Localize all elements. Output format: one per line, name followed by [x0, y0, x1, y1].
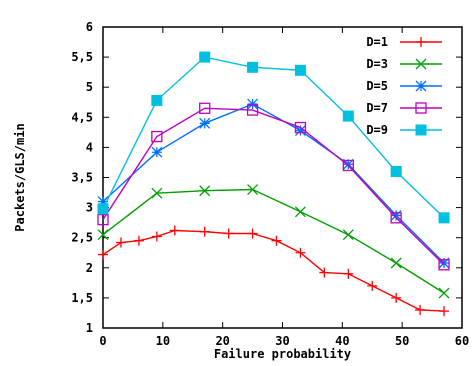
x-tick-label: 30: [275, 334, 289, 348]
data-point: [343, 268, 354, 279]
data-point: [97, 213, 109, 226]
x-tick-label: 60: [455, 334, 469, 348]
y-axis-label: Packets/GLS/min: [13, 123, 27, 231]
data-point: [342, 110, 354, 122]
data-point: [247, 98, 259, 110]
series-layer: [97, 51, 450, 317]
series-d-7: [97, 102, 450, 271]
data-point: [271, 235, 282, 246]
y-tick-label: 4,5: [71, 110, 93, 124]
data-point: [415, 124, 427, 136]
data-point: [223, 228, 234, 239]
data-point: [199, 102, 211, 114]
data-point: [97, 229, 109, 241]
series-line: [102, 103, 445, 264]
data-point: [438, 259, 450, 271]
data-point: [415, 304, 426, 315]
y-tick-label: 6: [86, 20, 93, 34]
y-tick-label: 1: [86, 321, 93, 335]
legend-label: D=3: [366, 57, 388, 71]
data-point: [390, 257, 402, 269]
ticks-layer: 0 10 20 30 40 50 60 1 1,5 2 2,5 3 3,5 4 4,5 5 5,5 6: [71, 20, 469, 348]
data-point: [247, 184, 259, 195]
data-point: [438, 212, 450, 224]
data-point: [199, 226, 210, 237]
data-point: [97, 196, 109, 208]
y-tick-label: 5,5: [71, 50, 93, 64]
plot-frame: [102, 26, 463, 329]
y-tick-label: 2,5: [71, 231, 93, 245]
data-point: [415, 80, 427, 92]
data-point: [342, 159, 354, 172]
series-line: [102, 107, 445, 266]
x-tick-label: 40: [335, 334, 349, 348]
data-point: [169, 225, 180, 236]
data-point: [294, 121, 307, 134]
data-point: [294, 206, 306, 218]
x-axis-label: Failure probability: [214, 347, 351, 361]
data-point: [151, 94, 163, 106]
y-tick-label: 3,5: [71, 171, 93, 185]
legend: D=1 D=3 D=5 D=7 D=9: [366, 35, 442, 137]
data-point: [294, 125, 306, 137]
data-point: [439, 306, 450, 317]
series-d-1: [98, 225, 450, 317]
data-point: [247, 228, 258, 239]
series-d-9: [97, 51, 450, 224]
y-tick-label: 3: [86, 201, 93, 215]
data-point: [246, 104, 259, 116]
series-line: [102, 188, 445, 294]
data-point: [151, 231, 162, 242]
series-line: [102, 229, 445, 312]
data-point: [416, 37, 426, 47]
y-tick-label: 5: [86, 80, 93, 94]
data-point: [133, 235, 144, 246]
x-tick-label: 10: [156, 334, 170, 348]
data-point: [438, 287, 450, 299]
data-point: [391, 292, 402, 303]
legend-label: D=1: [366, 35, 388, 49]
data-point: [151, 146, 163, 158]
data-point: [199, 51, 211, 63]
data-point: [319, 267, 330, 278]
data-point: [390, 165, 402, 177]
data-point: [438, 257, 450, 269]
data-point: [390, 209, 402, 221]
data-point: [115, 237, 126, 248]
data-point: [97, 203, 109, 215]
y-tick-label: 2: [86, 261, 93, 275]
data-point: [390, 212, 402, 224]
series-d-5: [97, 98, 450, 269]
series-d-3: [97, 184, 450, 299]
x-tick-label: 20: [215, 334, 229, 348]
data-point: [151, 130, 163, 143]
data-point: [294, 64, 306, 76]
x-tick-label: 50: [395, 334, 409, 348]
data-point: [415, 102, 427, 114]
data-point: [98, 249, 108, 260]
legend-label: D=7: [366, 101, 388, 115]
data-point: [342, 229, 354, 241]
data-point: [199, 185, 211, 197]
series-line: [102, 56, 445, 219]
data-point: [367, 280, 378, 291]
y-tick-label: 4: [86, 140, 93, 154]
data-point: [247, 61, 259, 73]
legend-label: D=5: [366, 79, 388, 93]
y-tick-label: 1,5: [71, 291, 93, 305]
legend-label: D=9: [366, 123, 388, 137]
data-point: [295, 247, 306, 258]
data-point: [415, 58, 427, 70]
data-point: [199, 117, 211, 129]
x-tick-label: 0: [99, 334, 106, 348]
data-point: [151, 187, 163, 199]
data-point: [342, 158, 354, 170]
